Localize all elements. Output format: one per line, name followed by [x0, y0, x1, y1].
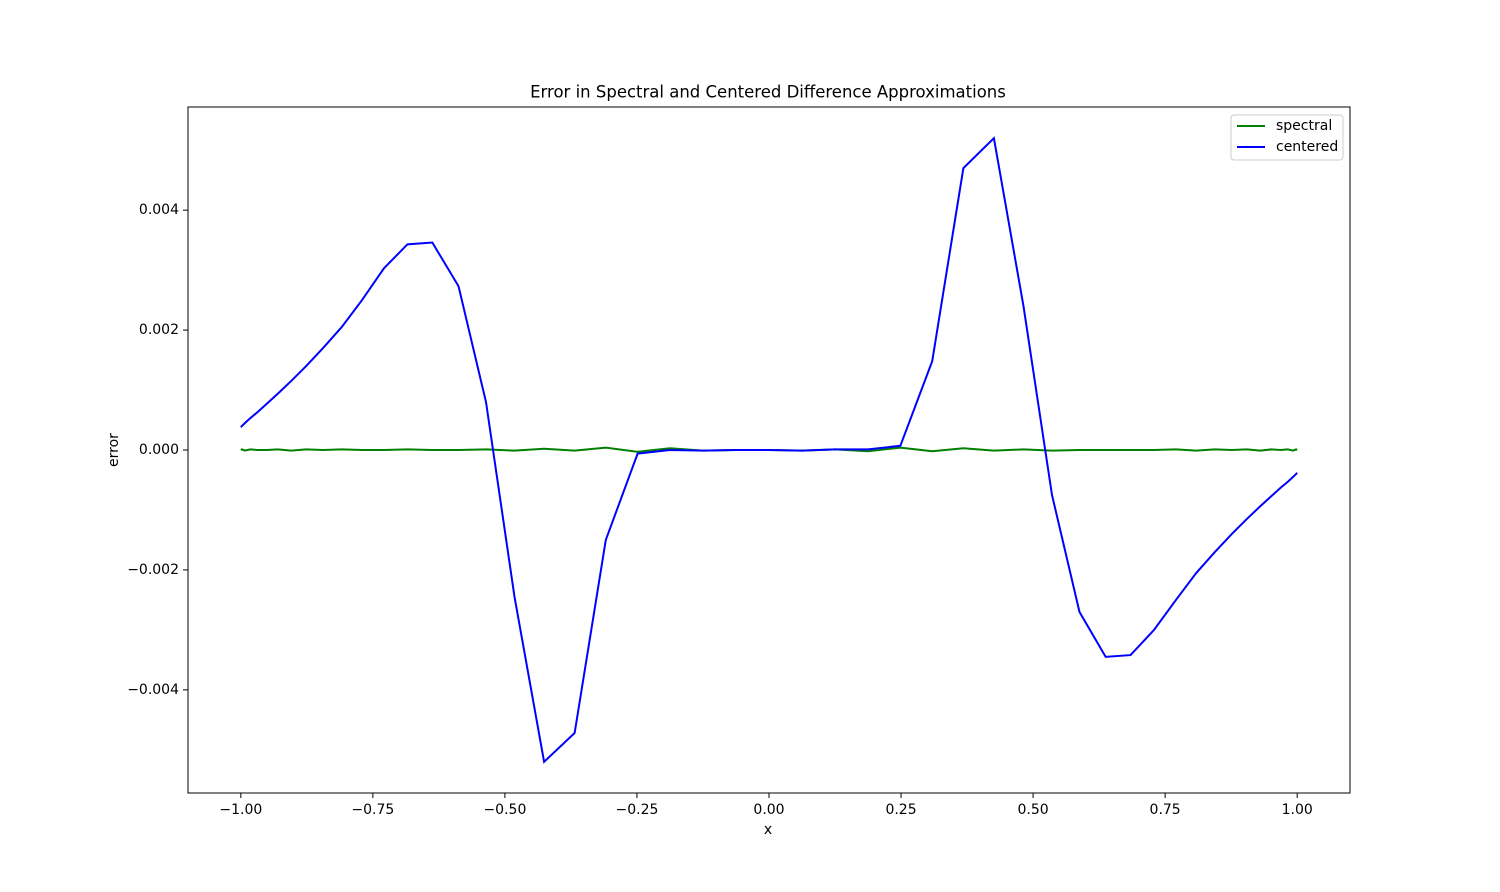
y-tick-label: −0.004: [127, 682, 179, 698]
y-axis-label: error: [106, 433, 122, 467]
chart-title: Error in Spectral and Centered Differenc…: [530, 83, 1006, 102]
y-tick-label: −0.002: [127, 562, 179, 578]
x-tick-label: −0.50: [483, 802, 526, 818]
y-tick-label: 0.002: [139, 322, 179, 338]
line-series: [240, 136, 1298, 764]
x-tick-label: 1.00: [1282, 802, 1313, 818]
x-tick-label: 0.50: [1018, 802, 1049, 818]
y-tick-label: 0.004: [139, 202, 179, 218]
legend-label: spectral: [1276, 118, 1332, 134]
x-tick-label: 0.00: [753, 802, 784, 818]
y-tick-label: 0.000: [139, 442, 179, 458]
x-tick-label: 0.75: [1150, 802, 1181, 818]
x-tick-label: −1.00: [219, 802, 262, 818]
x-axis-label: x: [764, 822, 772, 838]
x-tick-label: 0.25: [885, 802, 916, 818]
x-tick-label: −0.25: [616, 802, 659, 818]
legend-label: centered: [1276, 139, 1338, 155]
x-tick-label: −0.75: [351, 802, 394, 818]
